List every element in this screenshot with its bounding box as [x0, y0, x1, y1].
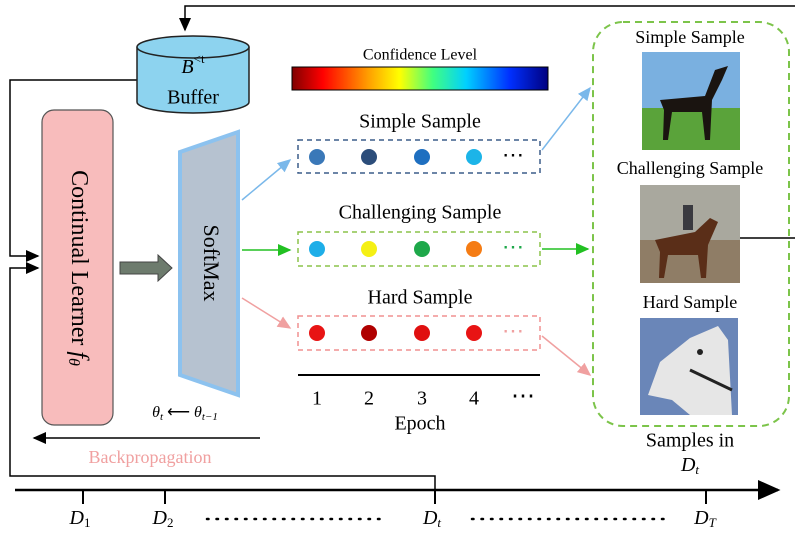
task-sub: t: [437, 515, 441, 530]
theta-sub: t−1: [202, 411, 218, 423]
task-base: D: [693, 507, 709, 529]
image-hard: [640, 318, 738, 415]
row-label: Challenging Sample: [339, 202, 502, 224]
arrow: [242, 160, 290, 200]
image-simple: [642, 52, 740, 150]
buffer-superscript: <t: [194, 51, 205, 66]
gallery-item-label: Hard Sample: [643, 292, 737, 312]
arrow: [542, 88, 590, 150]
challenging-row: Challenging Sample ⋯: [298, 202, 540, 266]
epoch-tick: 3: [417, 388, 427, 410]
epoch-axis: 1 2 3 4 ⋯ Epoch: [298, 375, 540, 435]
softmax-label: SoftMax: [199, 225, 224, 302]
theta: θ: [152, 404, 160, 421]
row-more: ⋯: [502, 142, 524, 167]
learner-param-sub: θ: [65, 358, 82, 366]
task-sub: 2: [167, 515, 174, 530]
epoch-tick: 2: [364, 388, 374, 410]
set-sub: t: [695, 462, 699, 477]
softmax: SoftMax: [180, 132, 238, 395]
task-label: DT: [693, 507, 716, 530]
arrow: [542, 336, 590, 375]
epoch-tick: 1: [312, 388, 322, 410]
update-rule: θt⟵θt−1: [152, 404, 218, 423]
colorbar-title: Confidence Level: [363, 47, 478, 64]
hard-row: Hard Sample ⋯: [298, 287, 540, 350]
epoch-tick: ⋯: [511, 384, 535, 410]
row-more: ⋯: [502, 318, 524, 343]
learner-text: Continual Learner: [66, 170, 92, 351]
task-sub: T: [709, 515, 717, 530]
backprop-label: Backpropagation: [89, 447, 212, 467]
buffer-symbol-base: B: [181, 56, 193, 78]
set-base: D: [680, 454, 696, 476]
theta: θ: [194, 404, 202, 421]
task-base: D: [422, 507, 438, 529]
arrow: [242, 298, 290, 328]
gallery-caption: Samples in: [646, 430, 734, 452]
task-label: Dt: [422, 507, 441, 530]
colorbar: [292, 67, 548, 90]
task-label: D1: [69, 507, 91, 530]
task-label: D2: [152, 507, 174, 530]
task-sub: 1: [84, 515, 91, 530]
epoch-label: Epoch: [394, 413, 445, 435]
row-more: ⋯: [502, 234, 524, 259]
update-arrow: ⟵: [167, 404, 190, 421]
buffer: B<t Buffer: [137, 36, 249, 113]
simple-row: Simple Sample ⋯: [298, 111, 540, 173]
diagram: B<t Buffer Continual Learner fθ SoftMax …: [0, 0, 795, 533]
theta-sub: t: [160, 411, 164, 423]
forward-arrow: [120, 255, 172, 281]
buffer-label: Buffer: [167, 87, 219, 109]
row-label: Hard Sample: [368, 287, 473, 309]
gallery-item-label: Challenging Sample: [617, 158, 763, 178]
gallery-set: Dt: [680, 454, 699, 477]
task-base: D: [69, 507, 85, 529]
learner: Continual Learner fθ: [42, 110, 113, 425]
gallery-item-label: Simple Sample: [635, 27, 745, 47]
task-base: D: [152, 507, 168, 529]
learner-label: Continual Learner fθ: [65, 170, 92, 366]
epoch-tick: 4: [469, 388, 479, 410]
row-label: Simple Sample: [359, 111, 481, 133]
image-challenging: [640, 185, 740, 283]
gallery: Simple Sample Challenging Sample Hard Sa…: [593, 22, 789, 477]
timeline: [15, 490, 778, 519]
